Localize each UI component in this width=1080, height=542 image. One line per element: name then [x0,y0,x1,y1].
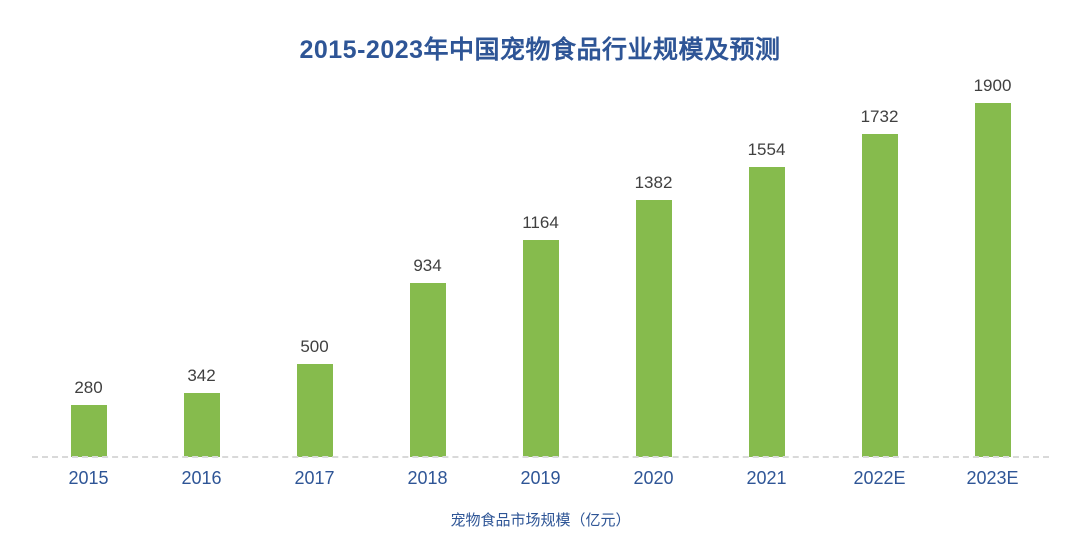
x-axis-tick-label: 2015 [68,468,109,488]
x-axis-tick-label: 2019 [520,468,561,488]
bar [409,283,446,457]
bar [635,200,672,457]
bar-value-label: 342 [187,365,216,385]
bar [861,134,898,457]
x-axis-tick-label: 2016 [181,468,222,488]
bar [522,240,559,457]
bar-value-label: 1900 [973,75,1012,95]
bar-value-label: 1554 [747,139,786,159]
x-axis-tick-label: 2023E [966,468,1019,488]
bar-column: 1164 [484,213,597,457]
bar [974,103,1011,457]
bar-column: 342 [145,366,258,457]
plot-area: 280 342 500 934 1164 1382 1554 1732 1900 [32,70,1049,457]
bar-column: 1382 [597,173,710,457]
bar-value-label: 1732 [860,106,899,126]
bar-column: 1900 [936,76,1049,457]
bar [183,393,220,457]
x-axis-tick-label: 2021 [746,468,787,488]
bar-column: 280 [32,378,145,457]
bar-value-label: 1382 [634,172,673,192]
x-axis-tick-label: 2022E [853,468,906,488]
chart-title: 2015-2023年中国宠物食品行业规模及预测 [299,36,781,64]
bar-value-label: 934 [413,255,442,275]
bar-column: 934 [371,256,484,457]
x-axis-tick-label: 2017 [294,468,335,488]
x-axis-labels: 2015 2016 2017 2018 2019 2020 2021 2022E 2023E [32,468,1049,489]
legend-label: 宠物食品市场规模（亿元） [450,512,631,529]
x-axis-line [32,456,1049,458]
bar-value-label: 280 [74,377,103,397]
bar [296,364,333,457]
bar [748,167,785,457]
x-axis-tick-label: 2018 [407,468,448,488]
bar-column: 1554 [710,140,823,457]
bar-column: 500 [258,337,371,457]
bar-value-label: 500 [300,336,329,356]
x-axis-tick-label: 2020 [633,468,674,488]
bar [70,405,107,457]
bar-value-label: 1164 [522,212,559,232]
bar-column: 1732 [823,107,936,457]
